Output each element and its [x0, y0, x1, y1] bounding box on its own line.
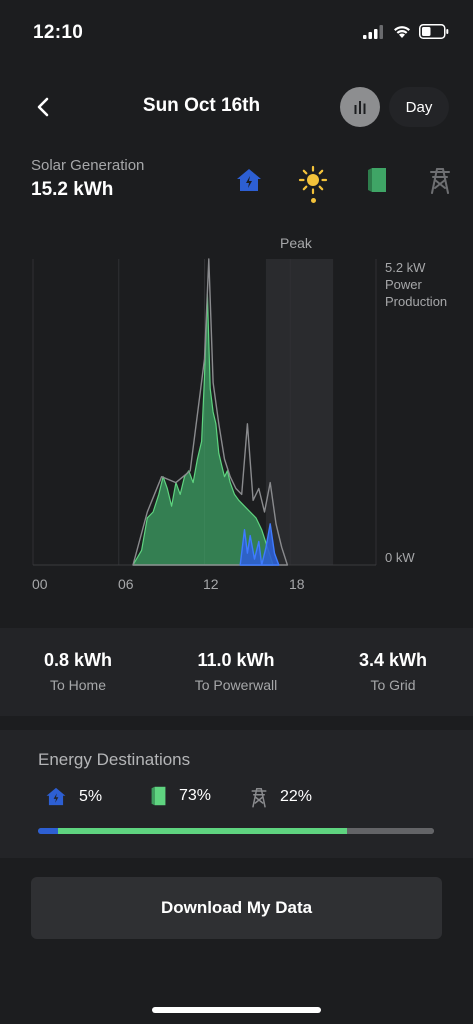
x-tick-06: 06 [118, 576, 134, 592]
signal-icon [363, 24, 383, 39]
x-tick-00: 00 [32, 576, 48, 592]
status-icons [363, 24, 449, 39]
total-value: 0.8 kWh [43, 650, 113, 670]
chevron-left-icon [37, 97, 49, 117]
source-home-button[interactable] [234, 165, 264, 195]
powerwall-icon [368, 168, 386, 192]
back-button[interactable] [28, 92, 58, 122]
wifi-icon [394, 26, 410, 38]
powerwall-icon [151, 786, 166, 806]
peak-label: Peak [280, 235, 312, 251]
chart-view-toggle[interactable] [340, 87, 380, 127]
status-time: 12:10 [33, 22, 84, 43]
source-grid-button[interactable] [425, 165, 455, 195]
date-title[interactable]: Sun Oct 16th [142, 95, 261, 116]
source-powerwall-button[interactable] [362, 165, 392, 195]
solar-generation-label: Solar Generation [31, 157, 145, 174]
y-min-label: 0 kW [385, 550, 415, 565]
energy-totals: 0.8 kWh To Home 11.0 kWh To Powerwall 3.… [0, 628, 473, 716]
chart-series [132, 258, 289, 566]
period-day-button[interactable]: Day [389, 87, 449, 127]
series-solar-generation [132, 258, 289, 566]
series-to-home [239, 523, 280, 566]
destination-grid: 22% [250, 786, 312, 808]
x-tick-12: 12 [203, 576, 219, 592]
source-solar-button[interactable] [298, 165, 328, 195]
y-axis-labels: 5.2 kW Power Production [385, 259, 447, 310]
total-to-grid: 3.4 kWh To Grid [318, 650, 468, 693]
sun-icon [298, 165, 328, 195]
status-bar: 12:10 [0, 0, 473, 60]
battery-icon [419, 24, 449, 39]
destination-powerwall: 73% [150, 786, 211, 806]
energy-destinations-title: Energy Destinations [38, 750, 191, 769]
y-axis-title-line2: Production [385, 294, 448, 309]
total-label: To Powerwall [194, 677, 278, 693]
destination-home: 5% [45, 786, 102, 807]
total-label: To Home [49, 677, 107, 693]
power-production-chart[interactable] [0, 225, 473, 600]
destination-percent: 22% [280, 788, 313, 805]
share-segment-grid-tower [346, 828, 434, 834]
grid-tower-icon [430, 168, 450, 194]
y-max-label: 5.2 kW [385, 260, 426, 275]
home-icon [237, 169, 261, 191]
peak-window [265, 259, 334, 565]
total-label: To Grid [370, 677, 416, 693]
grid-tower-icon [251, 788, 267, 808]
chart-grid [32, 259, 377, 566]
header: Sun Oct 16th Day [0, 80, 473, 134]
share-segment-powerwall [57, 828, 347, 834]
share-segment-home [38, 828, 58, 834]
download-data-button[interactable]: Download My Data [31, 877, 442, 939]
total-to-home: 0.8 kWh To Home [3, 650, 153, 693]
home-icon [46, 787, 66, 806]
energy-destinations: Energy Destinations 5% 73% 22% [0, 730, 473, 858]
series-to-powerwall [132, 293, 274, 566]
destinations-share-bar [38, 828, 434, 834]
total-value: 11.0 kWh [197, 650, 275, 670]
home-indicator [152, 1007, 321, 1013]
destination-percent: 73% [179, 787, 212, 804]
destination-percent: 5% [79, 787, 103, 805]
selected-source-indicator [311, 198, 316, 203]
total-to-powerwall: 11.0 kWh To Powerwall [161, 650, 311, 693]
total-value: 3.4 kWh [358, 650, 428, 670]
solar-generation-value: 15.2 kWh [31, 179, 114, 200]
x-tick-18: 18 [289, 576, 305, 592]
bar-chart-icon [354, 101, 366, 114]
y-axis-title-line1: Power [385, 277, 422, 292]
source-filter [0, 165, 473, 205]
